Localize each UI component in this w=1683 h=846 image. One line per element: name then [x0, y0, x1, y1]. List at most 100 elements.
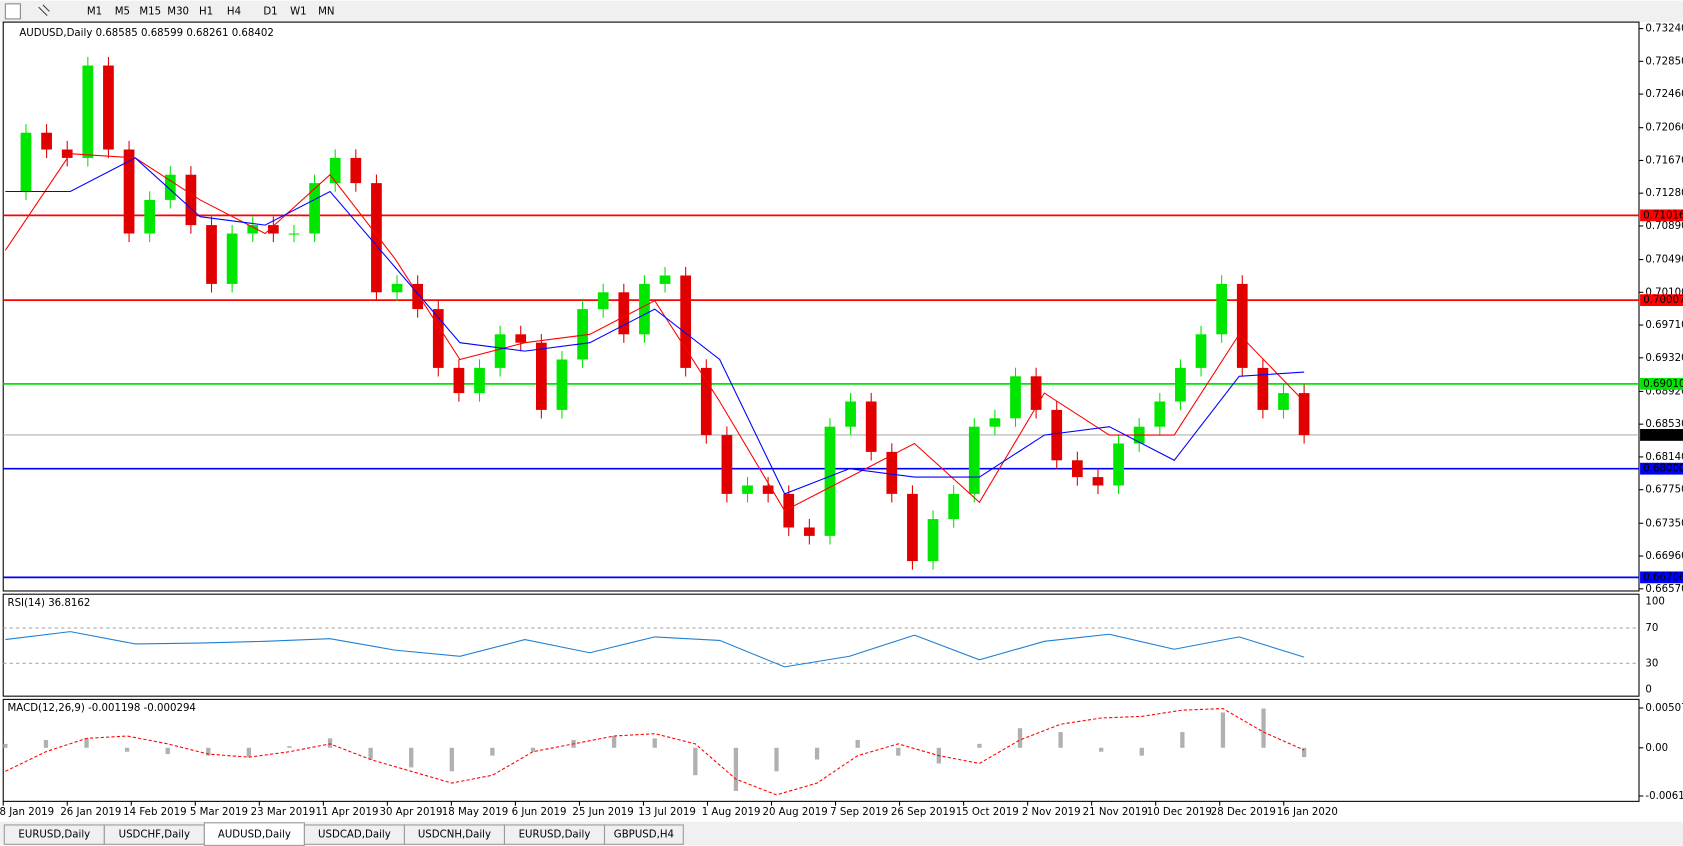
macd-bar — [693, 747, 698, 776]
timeframe-button[interactable]: D1 — [263, 6, 277, 17]
timeframe-button[interactable]: M1 — [87, 6, 102, 17]
timeframe-button[interactable]: MN — [318, 6, 334, 17]
timeframe-button[interactable]: H4 — [227, 6, 241, 17]
level-tag — [1640, 377, 1683, 390]
candle-body — [845, 401, 856, 427]
macd-bar — [84, 738, 89, 748]
candle-body — [494, 334, 506, 368]
tab-label[interactable]: USDCAD,Daily — [318, 830, 391, 841]
y-tick-label: 70 — [1645, 623, 1658, 634]
candle-body — [1154, 401, 1166, 427]
candle-body — [1216, 283, 1228, 335]
candle-body — [535, 342, 547, 410]
candle-body — [391, 283, 403, 293]
level-label: 0.68402 — [1643, 430, 1683, 441]
text-tool[interactable] — [4, 3, 21, 20]
macd-bar — [246, 747, 252, 758]
candle-body — [948, 493, 960, 520]
candle-body — [41, 132, 52, 150]
candle-body — [267, 225, 279, 234]
candle-body — [556, 359, 568, 410]
candle-body — [659, 275, 671, 284]
macd-bar — [327, 738, 333, 748]
candle-body — [144, 199, 156, 234]
candle-body — [803, 527, 815, 536]
candle-body — [226, 233, 238, 284]
macd-bar — [165, 747, 170, 755]
level-label: 0.69010 — [1643, 379, 1683, 390]
candle-body — [968, 426, 980, 494]
macd-bar — [1017, 728, 1023, 748]
macd-bar — [1058, 732, 1063, 748]
x-tick-label: 26 Jan 2019 — [60, 807, 121, 818]
x-tick-label: 11 Apr 2019 — [315, 807, 378, 818]
x-tick-label: 18 May 2019 — [442, 807, 508, 818]
x-tick-label: 26 Sep 2019 — [891, 807, 956, 818]
candle-body — [1030, 376, 1042, 410]
macd-bar — [43, 739, 49, 748]
macd-bar — [733, 747, 739, 791]
x-tick-label: 14 Feb 2019 — [123, 807, 186, 818]
candle-body — [432, 309, 444, 368]
macd-bar — [1180, 732, 1185, 748]
x-tick-label: 1 Aug 2019 — [702, 807, 761, 818]
y-tick-label: 0.00 — [1645, 743, 1668, 754]
candle-body — [1257, 367, 1269, 410]
x-tick-label: 10 Dec 2019 — [1147, 807, 1212, 818]
level-label: 0.66706 — [1643, 572, 1683, 583]
macd-bar — [490, 747, 495, 756]
candle-body — [1175, 367, 1186, 402]
timeframe-button[interactable]: M15 — [139, 6, 161, 17]
timeframe-button[interactable]: H1 — [199, 6, 213, 17]
macd-bar — [1301, 747, 1307, 758]
macd-bar — [612, 736, 617, 748]
timeframe-button[interactable]: M5 — [115, 6, 130, 17]
candle-body — [865, 401, 877, 452]
timeframe-button[interactable]: W1 — [290, 6, 307, 17]
tab-label[interactable]: GBPUSD,H4 — [614, 830, 674, 841]
tab-label[interactable]: USDCNH,Daily — [418, 830, 491, 841]
x-tick-label: 2 Nov 2019 — [1022, 807, 1081, 818]
macd-bar — [1099, 747, 1104, 752]
indicator-title: MACD(12,26,9) -0.001198 -0.000294 — [8, 703, 196, 714]
tab-label[interactable]: USDCHF,Daily — [119, 830, 190, 841]
candle-body — [762, 485, 774, 494]
y-tick-label: 0.005076 — [1645, 703, 1683, 714]
y-tick-label: 30 — [1645, 658, 1658, 669]
toolbar — [0, 0, 1683, 23]
indicator-title: RSI(14) 36.8162 — [8, 598, 91, 609]
candle-body — [721, 435, 733, 494]
tab[interactable] — [603, 824, 684, 845]
candle-body — [1010, 376, 1021, 419]
candle-body — [700, 367, 712, 436]
candle-body — [123, 149, 135, 234]
timeframe-button[interactable]: M30 — [167, 6, 189, 17]
rsi-panel — [2, 593, 1640, 697]
macd-bar — [530, 747, 536, 752]
objects-tool[interactable] — [38, 4, 50, 17]
candle-body — [618, 292, 630, 335]
macd-bar — [1139, 747, 1144, 756]
tab-label[interactable]: EURUSD,Daily — [519, 830, 591, 841]
candle-body — [989, 418, 1001, 427]
macd-bar — [855, 739, 860, 748]
tab-label[interactable]: AUDUSD,Daily — [218, 830, 291, 841]
macd-bar — [652, 738, 657, 748]
x-tick-label: 15 Oct 2019 — [956, 807, 1019, 818]
level-tag — [1640, 294, 1683, 307]
macd-bar — [124, 747, 130, 752]
candle-body — [474, 367, 485, 394]
candle-body — [639, 283, 650, 335]
candle-body — [350, 157, 362, 184]
tab-label[interactable]: EURUSD,Daily — [18, 830, 90, 841]
x-tick-label: 8 Jan 2019 — [0, 807, 54, 818]
